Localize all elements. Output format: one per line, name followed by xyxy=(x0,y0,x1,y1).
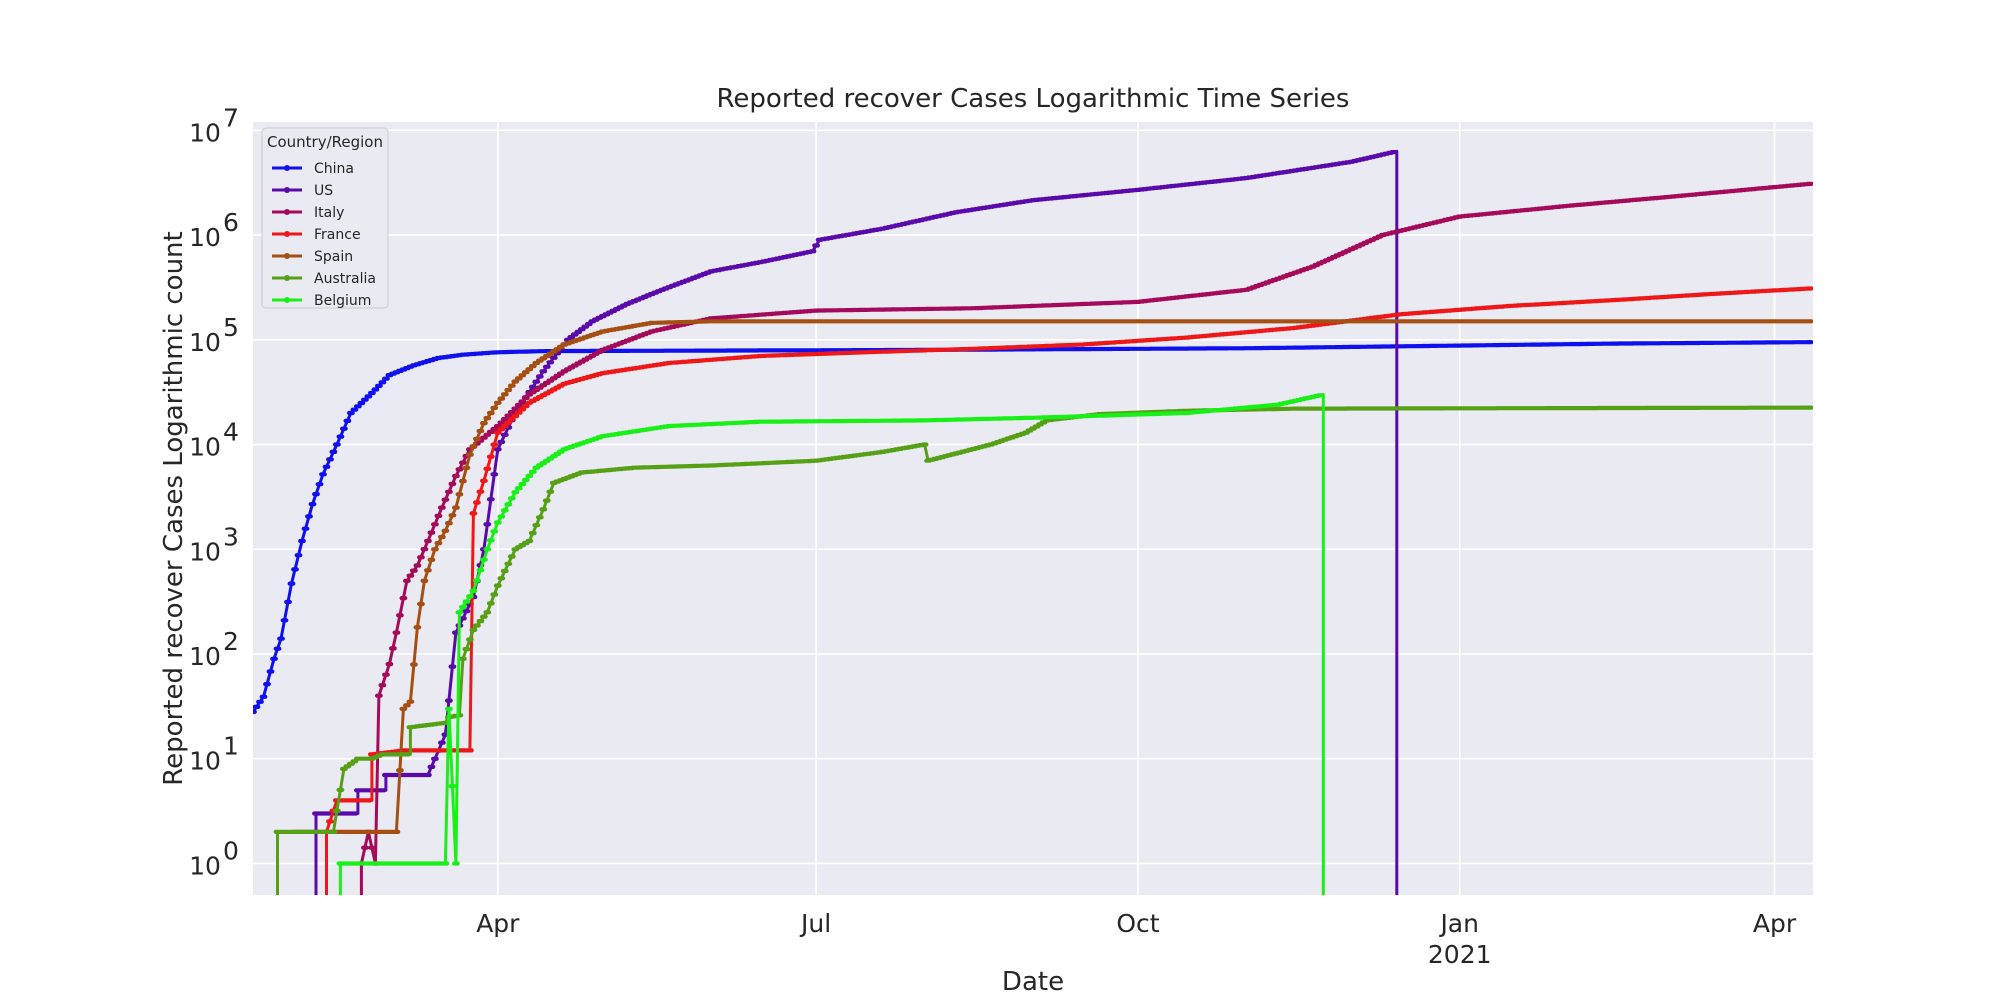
series-markers xyxy=(312,150,1398,816)
x-tick-label: Jan xyxy=(1438,909,1479,938)
legend-item: US xyxy=(272,183,333,199)
series-france xyxy=(322,286,1813,895)
y-tick-exponent: 7 xyxy=(223,103,239,132)
x-tick-label: Oct xyxy=(1116,909,1159,938)
y-tick-label: 10 xyxy=(189,433,221,462)
y-tick-label: 10 xyxy=(189,851,221,880)
x-tick-sublabel: 2021 xyxy=(1428,940,1492,969)
plot-area xyxy=(253,122,1813,895)
y-tick-label: 10 xyxy=(189,223,221,252)
series-layer xyxy=(253,149,1813,895)
legend-marker xyxy=(284,275,290,281)
legend-label: China xyxy=(314,161,354,177)
series-markers xyxy=(336,393,1324,866)
y-tick-exponent: 5 xyxy=(223,313,239,342)
legend-box xyxy=(261,127,389,309)
x-tick-label: Apr xyxy=(476,909,520,938)
y-tick-exponent: 3 xyxy=(223,522,239,551)
legend-item: China xyxy=(272,161,354,177)
y-tick-label: 10 xyxy=(189,747,221,776)
y-tick-exponent: 0 xyxy=(223,836,239,865)
chart-title: Reported recover Cases Logarithmic Time … xyxy=(717,84,1350,114)
legend-item: Belgium xyxy=(272,293,371,309)
legend-label: Australia xyxy=(314,271,376,287)
legend-item: Italy xyxy=(272,205,344,221)
y-tick-exponent: 1 xyxy=(223,732,239,761)
legend-items: China US Italy France Spain Australia Belgium xyxy=(272,161,376,309)
legend-marker xyxy=(284,165,290,171)
y-tick-label: 10 xyxy=(189,537,221,566)
grid-lines xyxy=(253,122,1813,895)
y-tick-exponent: 6 xyxy=(223,208,239,237)
series-us xyxy=(312,149,1399,895)
legend-label: Spain xyxy=(314,249,353,265)
series-spain xyxy=(291,319,1813,834)
legend-title: Country/Region xyxy=(267,133,383,151)
y-tick-label: 10 xyxy=(189,328,221,357)
legend-item: France xyxy=(272,227,361,243)
legend-item: Australia xyxy=(272,271,376,287)
y-tick-label: 10 xyxy=(189,118,221,147)
legend-marker xyxy=(284,209,290,215)
series-belgium xyxy=(336,393,1325,895)
legend-label: US xyxy=(314,183,333,199)
legend-marker xyxy=(284,253,290,259)
y-tick-exponent: 4 xyxy=(223,418,239,447)
y-tick-exponent: 2 xyxy=(223,627,239,656)
legend-label: Italy xyxy=(314,205,344,221)
legend-label: Belgium xyxy=(314,293,371,309)
x-tick-label: Apr xyxy=(1753,909,1797,938)
legend: Country/Region China US Italy France Spain Au… xyxy=(261,127,389,309)
y-tick-label: 10 xyxy=(189,642,221,671)
legend-marker xyxy=(284,187,290,193)
x-axis-label: Date xyxy=(1002,967,1064,997)
legend-marker xyxy=(284,231,290,237)
x-tick-label: Jul xyxy=(799,909,831,938)
legend-label: France xyxy=(314,227,361,243)
legend-marker xyxy=(284,297,290,303)
y-axis-label: Reported recover Cases Logarithmic count xyxy=(159,231,189,785)
legend-item: Spain xyxy=(272,249,353,265)
